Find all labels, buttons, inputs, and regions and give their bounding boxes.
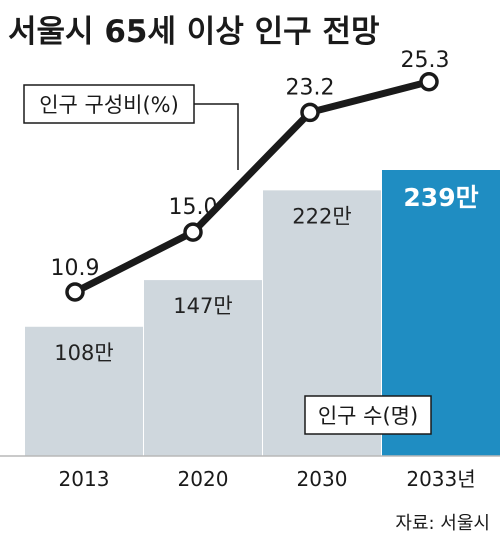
bar-value-label-2: 222만 bbox=[292, 204, 351, 228]
line-point-3 bbox=[419, 72, 439, 92]
bar-value-label-0: 108만 bbox=[54, 341, 113, 365]
line-legend-leader bbox=[180, 103, 239, 170]
bar-value-label-1: 147만 bbox=[173, 294, 232, 318]
line-layer: 10.9 15.0 23.2 25.3 bbox=[51, 48, 450, 302]
ticks-layer: 2013 2020 2030 2033년 bbox=[59, 467, 476, 491]
line-point-2 bbox=[300, 102, 320, 123]
x-tick-2: 2030 bbox=[297, 467, 348, 491]
bar-legend-box bbox=[304, 395, 432, 435]
line-value-label-1: 15.0 bbox=[169, 195, 218, 220]
line-series bbox=[71, 78, 433, 296]
line-point-1 bbox=[183, 222, 203, 242]
line-legend-box bbox=[23, 84, 195, 124]
line-legend-label: 인구 구성비(%) bbox=[39, 93, 179, 117]
bar-legend-label: 인구 수(명) bbox=[318, 404, 418, 428]
bar-0 bbox=[25, 326, 143, 456]
chart-title: 서울시 65세 이상 인구 전망 bbox=[8, 14, 380, 50]
line-value-label-0: 10.9 bbox=[51, 256, 100, 281]
bar-value-label-3: 239만 bbox=[403, 183, 478, 212]
line-value-label-2: 23.2 bbox=[286, 75, 335, 100]
source-note: 자료: 서울시 bbox=[395, 513, 490, 534]
bar-legend: 인구 수(명) bbox=[304, 395, 432, 435]
x-tick-0: 2013 bbox=[59, 467, 110, 491]
x-tick-1: 2020 bbox=[178, 467, 229, 491]
line-point-0 bbox=[65, 282, 85, 302]
line-legend: 인구 구성비(%) bbox=[23, 84, 239, 170]
bar-1 bbox=[144, 280, 262, 456]
line-value-label-3: 25.3 bbox=[401, 48, 450, 73]
x-tick-3: 2033년 bbox=[406, 467, 475, 491]
